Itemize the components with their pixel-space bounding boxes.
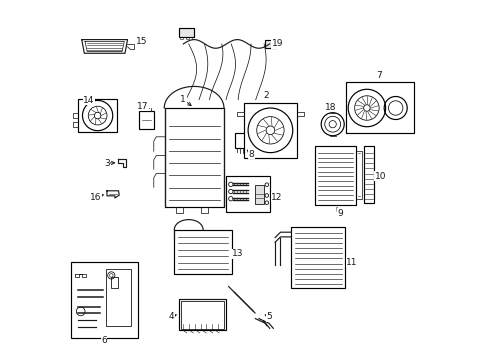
Bar bbox=[346, 82, 413, 133]
Text: 16: 16 bbox=[89, 193, 101, 202]
Text: 5: 5 bbox=[265, 312, 271, 321]
Text: 12: 12 bbox=[271, 193, 282, 202]
Bar bbox=[234, 133, 245, 148]
Bar bbox=[254, 185, 264, 204]
Text: 18: 18 bbox=[325, 103, 336, 112]
Bar bbox=[139, 111, 153, 129]
Polygon shape bbox=[107, 191, 119, 198]
Circle shape bbox=[94, 112, 101, 119]
Polygon shape bbox=[118, 159, 125, 167]
Bar bbox=[265, 40, 276, 48]
Bar bbox=[226, 176, 270, 212]
Bar bbox=[71, 262, 137, 338]
Bar bbox=[78, 99, 117, 132]
Text: 15: 15 bbox=[136, 37, 147, 46]
Text: 1: 1 bbox=[180, 95, 186, 104]
Text: 13: 13 bbox=[231, 249, 243, 258]
Text: 17: 17 bbox=[137, 102, 148, 111]
Text: 4: 4 bbox=[169, 312, 174, 321]
Bar bbox=[179, 299, 225, 330]
Text: 9: 9 bbox=[336, 209, 342, 217]
Text: 2: 2 bbox=[263, 91, 268, 100]
Bar bbox=[363, 146, 373, 203]
Text: 19: 19 bbox=[271, 40, 283, 49]
Bar bbox=[181, 301, 223, 329]
Circle shape bbox=[109, 274, 113, 277]
Text: 10: 10 bbox=[374, 172, 386, 181]
Text: 11: 11 bbox=[346, 258, 357, 266]
Text: 7: 7 bbox=[376, 71, 382, 80]
Text: 6: 6 bbox=[101, 336, 107, 345]
Bar bbox=[111, 277, 118, 288]
Bar bbox=[314, 146, 355, 205]
Bar bbox=[291, 227, 345, 288]
Bar bbox=[164, 108, 224, 207]
Bar bbox=[174, 230, 231, 274]
Bar bbox=[106, 269, 131, 326]
Polygon shape bbox=[81, 40, 127, 53]
Text: 8: 8 bbox=[248, 150, 254, 158]
Bar bbox=[179, 28, 194, 37]
Bar bbox=[244, 103, 296, 158]
Circle shape bbox=[363, 105, 369, 111]
Text: 14: 14 bbox=[83, 95, 95, 104]
Circle shape bbox=[265, 126, 274, 135]
Text: 3: 3 bbox=[104, 158, 110, 167]
